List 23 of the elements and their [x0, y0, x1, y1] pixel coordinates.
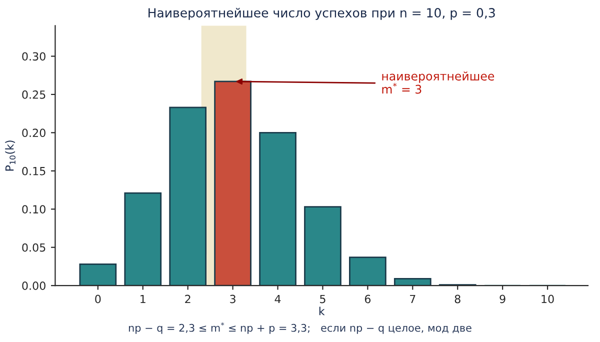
x-tick-label: 1 — [140, 294, 146, 304]
y-tick-label: 0.05 — [22, 243, 46, 252]
x-tick-label: 6 — [364, 294, 371, 304]
x-tick-label: 7 — [410, 294, 416, 304]
x-tick-label: 3 — [230, 294, 236, 304]
x-tick-label: 5 — [320, 294, 326, 304]
y-tick-label: 0.10 — [22, 205, 46, 214]
y-axis-title: P$_{10}$(k) — [5, 140, 16, 171]
x-tick-label: 0 — [95, 294, 101, 304]
chart-title: Наивероятнейшее число успехов при n = 10, p = 0,3 — [148, 8, 495, 20]
x-tick-label: 4 — [274, 294, 281, 304]
y-tick-label: 0.25 — [22, 90, 46, 99]
x-axis-title: k — [319, 306, 325, 316]
x-tick-label: 8 — [454, 294, 460, 304]
y-tick-label: 0.00 — [22, 282, 46, 290]
text: np − q = 2,3 ≤ m$^{*}$ ≤ np + p = 3,3; если np − q целое, мод две — [128, 322, 472, 334]
x-tick-label: 10 — [542, 294, 554, 304]
x-tick-label: 2 — [185, 294, 190, 304]
x-tick-label: 9 — [500, 294, 506, 304]
annotation: наивероятнейшее m$^{*}$ = 3 — [382, 71, 494, 94]
y-tick-label: 0.30 — [22, 52, 46, 61]
y-tick-label: 0.15 — [22, 166, 46, 176]
y-tick-label: 0.20 — [22, 128, 46, 138]
